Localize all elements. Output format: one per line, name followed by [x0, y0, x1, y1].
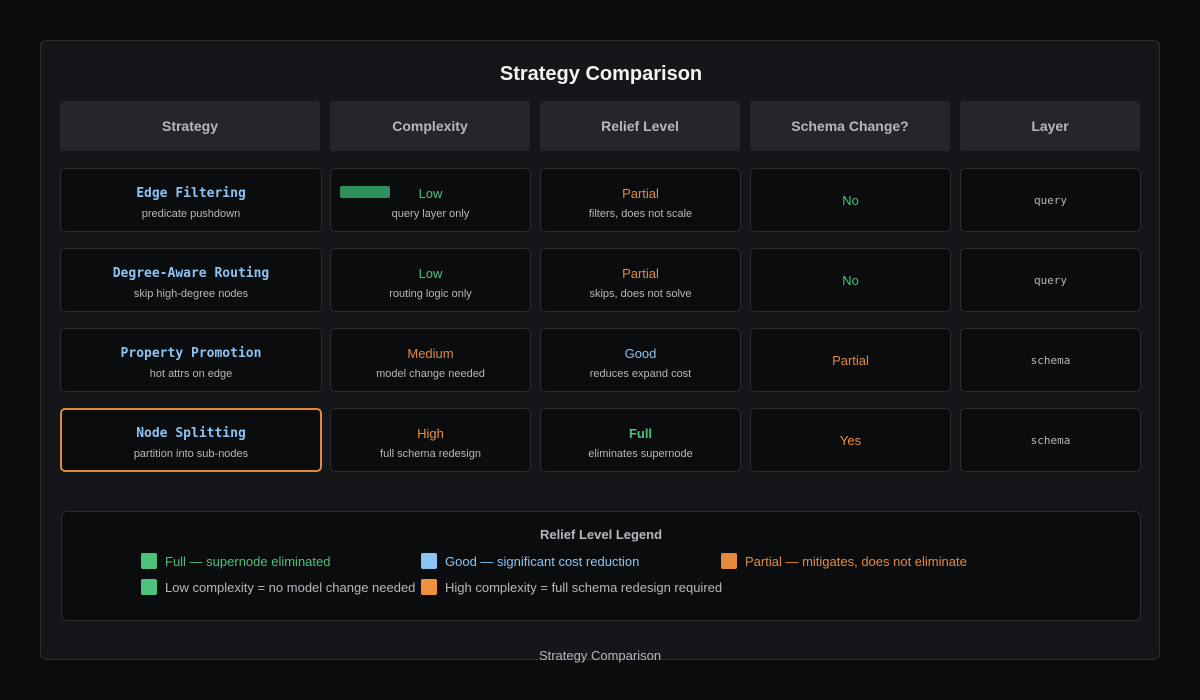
legend-label: Good — significant cost reduction: [445, 553, 640, 569]
legend-title: Relief Level Legend: [539, 527, 663, 542]
blue-swatch: [421, 553, 437, 569]
complexity-value: Low: [418, 186, 443, 201]
relief-note: eliminates supernode: [588, 448, 693, 460]
complexity-cell: Low query layer only: [330, 168, 531, 232]
strategy-cell-degree-aware-routing[interactable]: Degree-Aware Routing skip high-degree no…: [60, 248, 322, 312]
complexity-value: Medium: [407, 346, 454, 361]
schema-change-value: Yes: [839, 433, 862, 448]
complexity-value: Low: [418, 266, 443, 281]
schema-change-cell: Yes: [750, 408, 951, 472]
strategy-name: Degree-Aware Routing: [112, 266, 270, 281]
schema-change-cell: No: [750, 248, 951, 312]
schema-change-value: No: [842, 273, 859, 288]
layer-cell: query: [960, 168, 1141, 232]
strategy-note: predicate pushdown: [141, 208, 241, 220]
footer-caption: Strategy Comparison: [538, 648, 662, 663]
relief-value: Good: [624, 346, 657, 361]
layer-value: query: [1033, 274, 1068, 287]
legend-label: Low complexity = no model change needed: [165, 579, 416, 595]
complexity-cell: Low routing logic only: [330, 248, 531, 312]
layer-cell: query: [960, 248, 1141, 312]
legend-item-good: Good — significant cost reduction: [421, 553, 639, 569]
strategy-note: skip high-degree nodes: [133, 288, 249, 300]
relief-value: Full: [628, 426, 653, 441]
strategy-cell-node-splitting[interactable]: Node Splitting partition into sub-nodes: [60, 408, 322, 472]
legend-label: High complexity = full schema redesign r…: [445, 579, 723, 595]
strategy-cell-property-promotion[interactable]: Property Promotion hot attrs on edge: [60, 328, 322, 392]
legend-item-low-complexity: Low complexity = no model change needed: [141, 579, 415, 595]
complexity-note: query layer only: [391, 208, 470, 220]
legend-item-high-complexity: High complexity = full schema redesign r…: [421, 579, 722, 595]
relief-note: reduces expand cost: [589, 368, 692, 380]
layer-cell: schema: [960, 408, 1141, 472]
layer-value: query: [1033, 194, 1068, 207]
strategy-cell-edge-filtering[interactable]: Edge Filtering predicate pushdown: [60, 168, 322, 232]
relief-cell: Partial skips, does not solve: [540, 248, 741, 312]
complexity-cell: High full schema redesign: [330, 408, 531, 472]
complexity-note: routing logic only: [389, 288, 472, 300]
layer-value: schema: [1030, 354, 1071, 367]
complexity-note: model change needed: [376, 368, 485, 380]
legend-item-full: Full — supernode eliminated: [141, 553, 330, 569]
relief-note: filters, does not scale: [588, 208, 693, 220]
strategy-name: Edge Filtering: [136, 186, 246, 201]
green-swatch: [141, 579, 157, 595]
strategy-note: partition into sub-nodes: [133, 448, 249, 460]
relief-value: Partial: [622, 266, 659, 281]
relief-note: skips, does not solve: [589, 288, 692, 300]
header-relief-level: Relief Level: [540, 101, 740, 151]
schema-change-value: No: [842, 193, 859, 208]
relief-cell: Full eliminates supernode: [540, 408, 741, 472]
relief-cell: Good reduces expand cost: [540, 328, 741, 392]
relief-cell: Partial filters, does not scale: [540, 168, 741, 232]
header-schema-change: Schema Change?: [750, 101, 950, 151]
complexity-value: High: [417, 426, 444, 441]
legend-label: Full — supernode eliminated: [165, 553, 331, 569]
header-layer: Layer: [960, 101, 1140, 151]
schema-change-cell: Partial: [750, 328, 951, 392]
orange-swatch: [721, 553, 737, 569]
schema-change-cell: No: [750, 168, 951, 232]
layer-cell: schema: [960, 328, 1141, 392]
diagram-title: Strategy Comparison: [499, 63, 703, 85]
strategy-name: Property Promotion: [120, 346, 262, 361]
relief-level-legend: Relief Level Legend Full — supernode eli…: [61, 511, 1141, 621]
complexity-cell: Medium model change needed: [330, 328, 531, 392]
legend-label: Partial — mitigates, does not eliminate: [745, 553, 967, 569]
complexity-bar: [340, 186, 390, 198]
orange-swatch: [421, 579, 437, 595]
header-strategy: Strategy: [60, 101, 320, 151]
relief-value: Partial: [622, 186, 659, 201]
schema-change-value: Partial: [832, 353, 869, 368]
strategy-comparison-panel: Strategy Comparison Strategy Complexity …: [40, 40, 1160, 660]
complexity-note: full schema redesign: [380, 448, 481, 460]
legend-item-partial: Partial — mitigates, does not eliminate: [721, 553, 967, 569]
layer-value: schema: [1030, 434, 1071, 447]
header-complexity: Complexity: [330, 101, 530, 151]
strategy-note: hot attrs on edge: [149, 368, 233, 380]
strategy-name: Node Splitting: [136, 426, 246, 441]
green-swatch: [141, 553, 157, 569]
